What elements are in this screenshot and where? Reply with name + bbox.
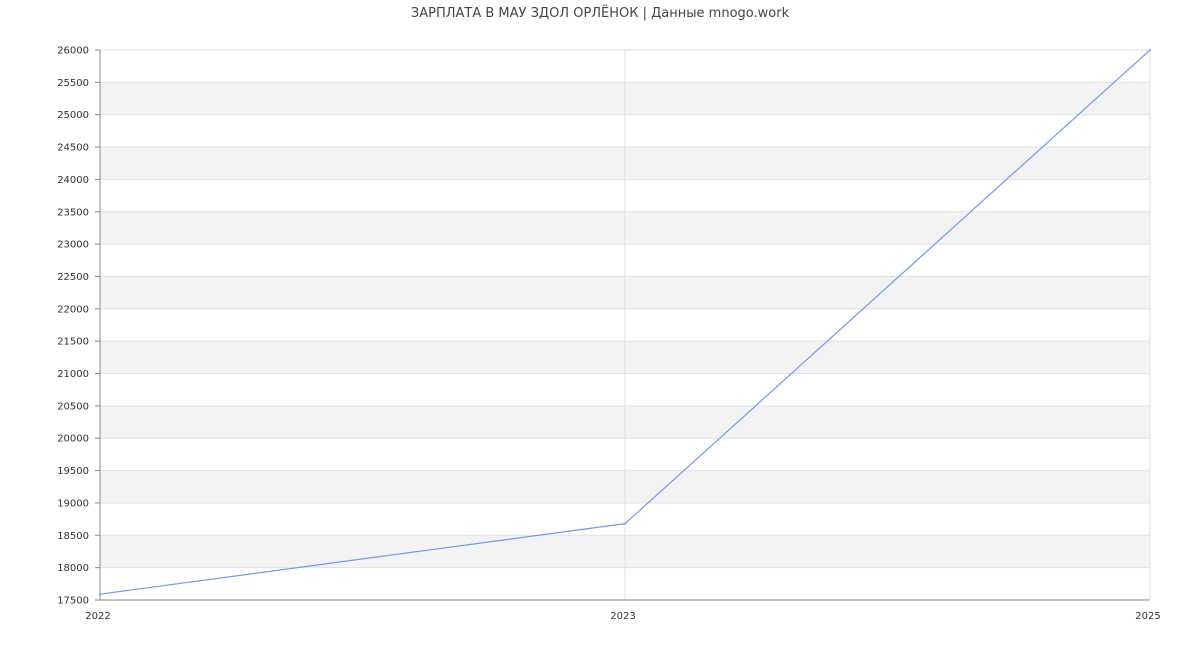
- data-point: [99, 593, 101, 596]
- y-tick-label: 26000: [57, 46, 89, 57]
- data-point: [1149, 49, 1151, 51]
- y-tick-label: 17500: [57, 596, 89, 607]
- data-point: [624, 522, 626, 525]
- y-tick-label: 20500: [57, 401, 89, 412]
- y-tick-label: 18500: [57, 531, 89, 542]
- y-tick-label: 22000: [57, 304, 89, 315]
- y-tick-label: 19500: [57, 466, 89, 477]
- y-tick-label: 21000: [57, 369, 89, 380]
- y-tick-label: 25500: [57, 78, 89, 89]
- x-tick-label: 2022: [85, 611, 110, 622]
- y-tick-label: 24000: [57, 175, 89, 186]
- y-tick-label: 21500: [57, 337, 89, 348]
- y-tick-label: 22500: [57, 272, 89, 283]
- x-tick-label: 2023: [610, 611, 635, 622]
- y-tick-label: 24500: [57, 143, 89, 154]
- chart-title: ЗАРПЛАТА В МАУ ЗДОЛ ОРЛЁНОК | Данные mno…: [410, 6, 790, 21]
- y-tick-label: 23000: [57, 240, 89, 251]
- y-tick-label: 18000: [57, 563, 89, 574]
- y-tick-label: 19000: [57, 498, 89, 509]
- y-tick-label: 20000: [57, 434, 89, 445]
- x-tick-label: 2025: [1135, 611, 1160, 622]
- y-tick-label: 25000: [57, 110, 89, 121]
- y-tick-label: 23500: [57, 207, 89, 218]
